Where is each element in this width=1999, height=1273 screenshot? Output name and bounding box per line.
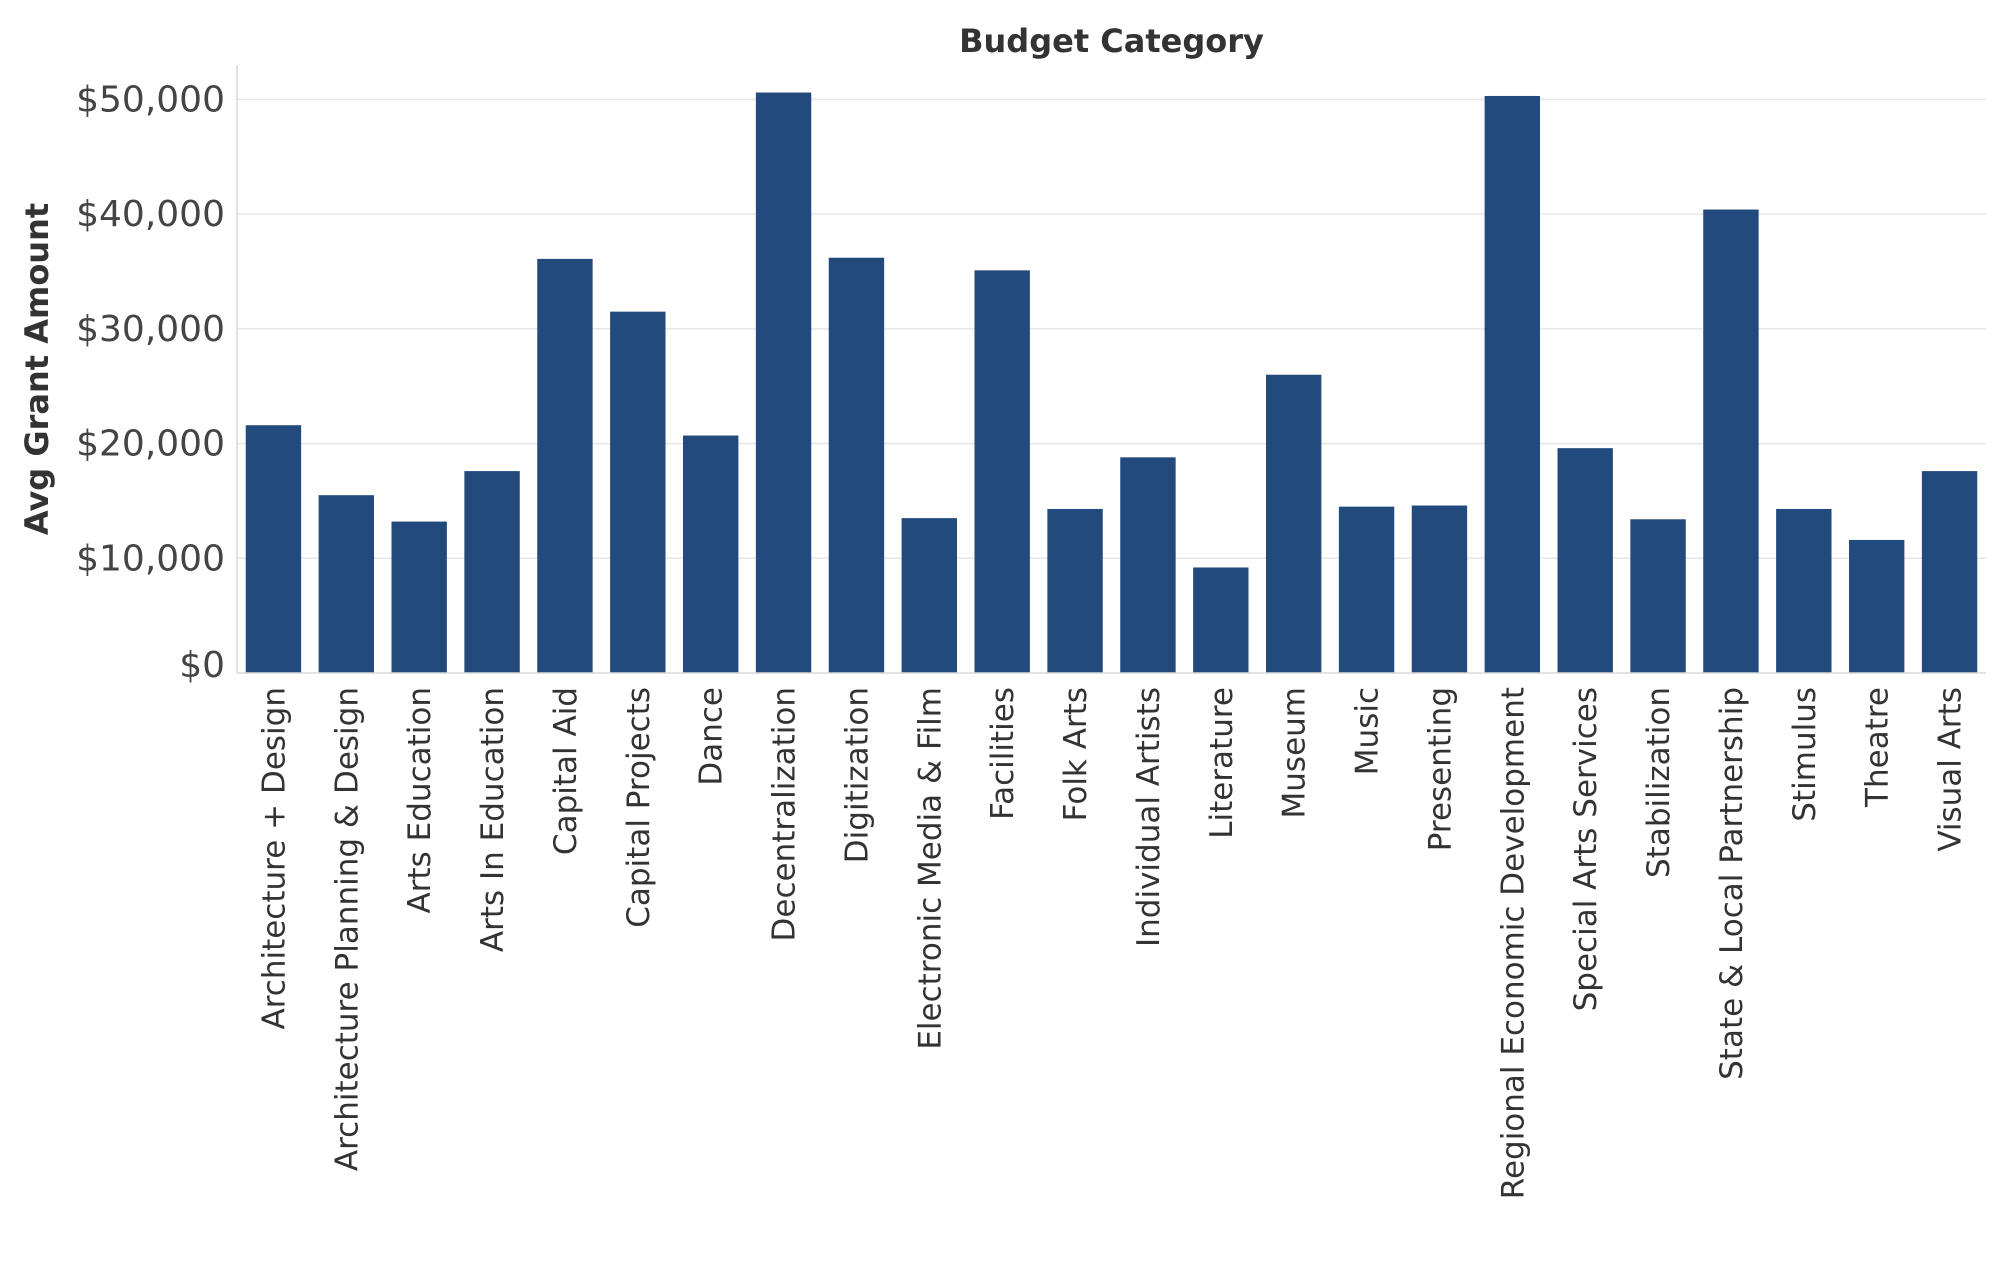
- bar: [1047, 508, 1103, 673]
- bar: [464, 471, 520, 673]
- x-tick-label: Presenting: [1422, 687, 1458, 851]
- bar: [828, 257, 885, 673]
- bar: [682, 435, 739, 673]
- bar: [1848, 539, 1905, 673]
- bar: [610, 311, 666, 673]
- x-tick-label: Folk Arts: [1058, 687, 1094, 821]
- x-axis-ticks: Architecture + Design Architecture Planni…: [256, 687, 1968, 1199]
- x-tick-label: Digitization: [839, 687, 875, 863]
- y-tick-label: $30,000: [76, 309, 225, 350]
- x-tick-label: Special Arts Services: [1568, 687, 1604, 1011]
- x-tick-label: Architecture + Design: [256, 687, 292, 1030]
- x-tick-label: Arts Education: [402, 687, 438, 913]
- bar: [1776, 508, 1832, 673]
- bar: [1921, 471, 1978, 673]
- bar: [537, 258, 593, 673]
- y-tick-label: $50,000: [76, 79, 225, 120]
- bar: [1411, 505, 1468, 673]
- bar: [318, 495, 375, 673]
- x-tick-label: Theatre: [1860, 687, 1896, 808]
- x-tick-label: Capital Projects: [621, 687, 657, 928]
- x-tick-label: Individual Artists: [1131, 687, 1167, 947]
- x-tick-label: Capital Aid: [548, 687, 584, 855]
- bar: [901, 518, 958, 673]
- y-axis-label: Avg Grant Amount: [18, 203, 56, 535]
- bar: [1484, 95, 1541, 674]
- y-tick-label: $0: [179, 645, 225, 686]
- x-tick-label: Facilities: [985, 687, 1021, 820]
- bar: [1703, 209, 1759, 673]
- bar: [1120, 457, 1176, 673]
- x-tick-label: Architecture Planning & Design: [329, 687, 365, 1171]
- chart-title: Budget Category: [959, 22, 1264, 60]
- x-tick-label: Stabilization: [1641, 687, 1677, 878]
- x-tick-label: Music: [1350, 687, 1386, 775]
- bars: [245, 92, 1978, 674]
- x-tick-label: Arts In Education: [475, 687, 511, 952]
- gridlines: [237, 98, 1986, 560]
- x-tick-label: Literature: [1204, 687, 1240, 839]
- x-tick-label: Visual Arts: [1933, 687, 1969, 852]
- x-tick-label: Museum: [1277, 687, 1313, 818]
- bar: [245, 425, 302, 673]
- bar: [1557, 448, 1613, 673]
- y-tick-label: $40,000: [76, 194, 225, 235]
- bar: [1630, 519, 1686, 673]
- y-axis-ticks: $0 $10,000 $20,000 $30,000 $40,000 $50,000: [76, 79, 225, 686]
- bar: [1338, 506, 1395, 673]
- bar: [391, 521, 447, 673]
- x-tick-label: Electronic Media & Film: [912, 687, 948, 1050]
- x-tick-label: Decentralization: [767, 687, 803, 941]
- bar: [974, 270, 1030, 673]
- x-tick-label: Dance: [694, 687, 730, 786]
- bar: [1193, 567, 1249, 673]
- x-tick-label: State & Local Partnership: [1714, 687, 1750, 1080]
- y-tick-label: $20,000: [76, 424, 225, 465]
- bar: [755, 92, 812, 673]
- x-tick-label: Regional Economic Development: [1495, 687, 1531, 1199]
- x-tick-label: Stimulus: [1787, 687, 1823, 822]
- y-tick-label: $10,000: [76, 538, 225, 579]
- bar: [1265, 374, 1322, 673]
